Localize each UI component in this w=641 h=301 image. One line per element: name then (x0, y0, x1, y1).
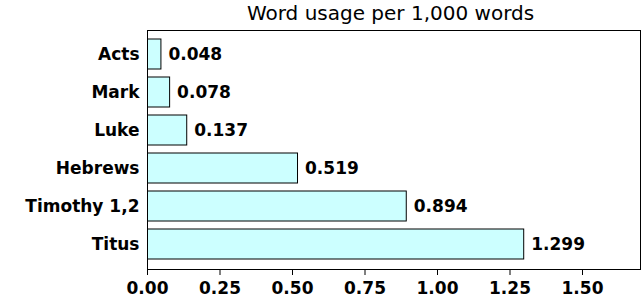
svg-text:0.50: 0.50 (272, 278, 314, 298)
svg-text:0.078: 0.078 (177, 82, 231, 102)
svg-text:Timothy 1,2: Timothy 1,2 (25, 196, 139, 216)
svg-text:0.048: 0.048 (168, 44, 222, 64)
svg-text:0.75: 0.75 (344, 278, 386, 298)
svg-text:0.519: 0.519 (305, 158, 359, 178)
svg-text:0.137: 0.137 (194, 120, 248, 140)
svg-text:1.25: 1.25 (489, 278, 531, 298)
svg-text:0.25: 0.25 (199, 278, 241, 298)
svg-text:Titus: Titus (92, 234, 140, 254)
html-text:Word usage per 1,000 words: Word usage per 1,000 words (246, 1, 535, 25)
svg-text:Luke: Luke (94, 120, 139, 140)
svg-text:Hebrews: Hebrews (56, 158, 140, 178)
svg-text:1.299: 1.299 (531, 234, 585, 254)
svg-text:0.894: 0.894 (414, 196, 468, 216)
svg-text:0.00: 0.00 (127, 278, 169, 298)
svg-text:1.50: 1.50 (562, 278, 604, 298)
svg-text:1.00: 1.00 (417, 278, 459, 298)
svg-text:Mark: Mark (91, 82, 140, 102)
svg-text:Acts: Acts (98, 44, 139, 64)
